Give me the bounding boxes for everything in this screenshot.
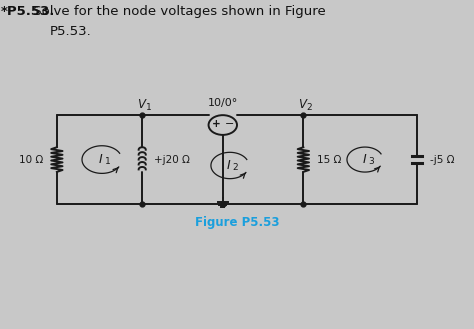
Text: 10/0°: 10/0° xyxy=(208,98,238,108)
Text: 1: 1 xyxy=(105,157,110,166)
Text: 2: 2 xyxy=(307,103,312,112)
Text: 1: 1 xyxy=(146,103,151,112)
Text: V: V xyxy=(299,98,306,111)
Text: -j5 Ω: -j5 Ω xyxy=(429,155,454,164)
Text: *P5.53.: *P5.53. xyxy=(1,5,55,18)
Text: I: I xyxy=(362,153,366,166)
Text: +: + xyxy=(212,119,221,129)
Text: I: I xyxy=(227,159,231,172)
Text: Figure P5.53: Figure P5.53 xyxy=(195,215,279,229)
Text: I: I xyxy=(99,153,103,166)
Text: −: − xyxy=(225,119,234,129)
Text: +j20 Ω: +j20 Ω xyxy=(154,155,190,164)
Text: Solve for the node voltages shown in Figure: Solve for the node voltages shown in Fig… xyxy=(29,5,326,18)
Text: 10 Ω: 10 Ω xyxy=(18,155,43,164)
Text: 15 Ω: 15 Ω xyxy=(317,155,342,164)
Text: 3: 3 xyxy=(368,157,374,166)
Text: P5.53.: P5.53. xyxy=(50,25,91,38)
Text: 2: 2 xyxy=(233,163,238,172)
Text: V: V xyxy=(137,98,145,111)
